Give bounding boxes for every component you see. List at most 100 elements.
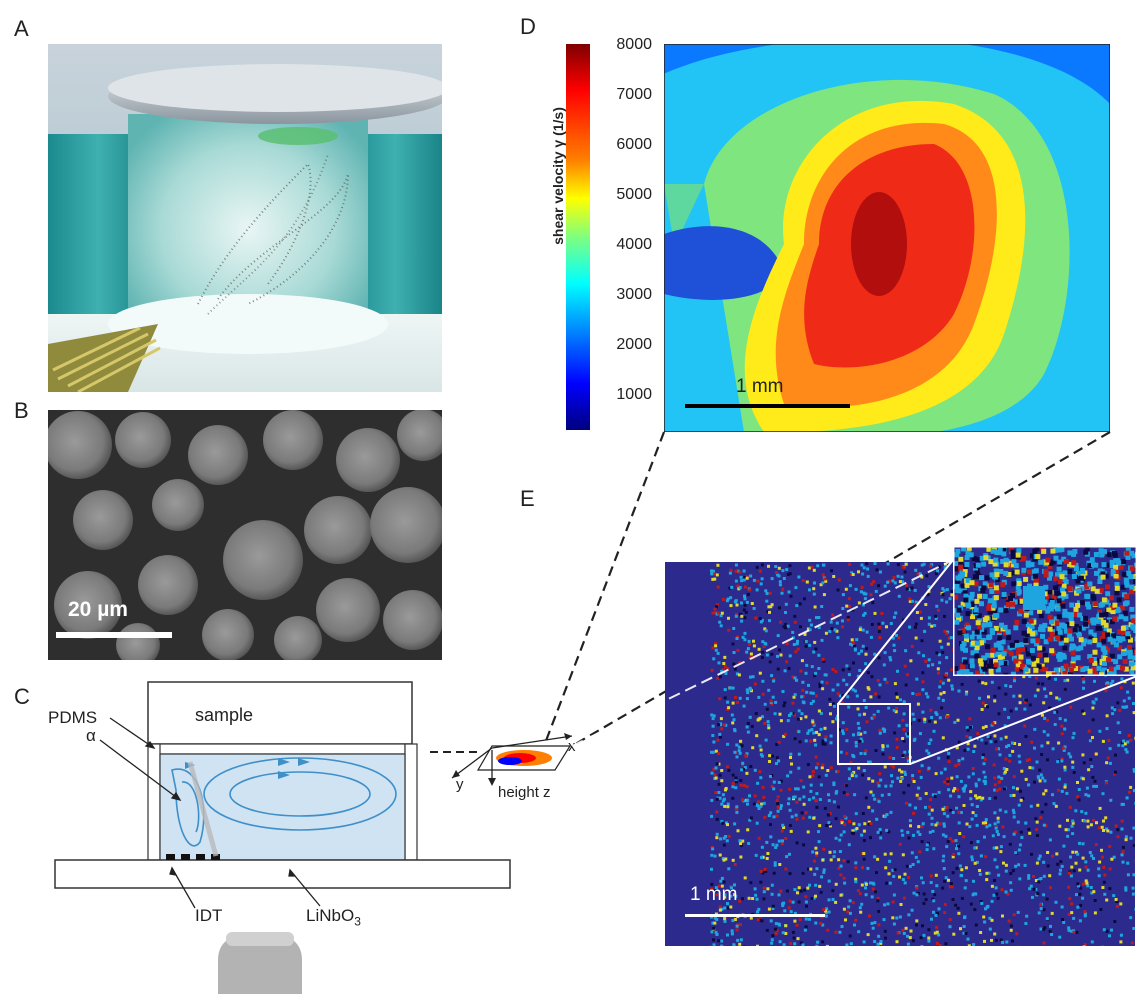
- piv-speck: [935, 925, 939, 929]
- piv-speck: [723, 915, 727, 919]
- piv-speck: [985, 871, 989, 875]
- piv-speck: [821, 563, 825, 567]
- piv-speck: [891, 900, 895, 904]
- piv-speck: [852, 822, 856, 826]
- piv-speck: [856, 674, 860, 678]
- piv-speck: [924, 603, 928, 606]
- piv-speck: [767, 907, 771, 911]
- piv-speck: [953, 720, 957, 724]
- piv-speck: [853, 793, 857, 797]
- piv-inset-speck: [1124, 647, 1130, 653]
- piv-speck: [732, 651, 736, 654]
- piv-speck: [1066, 818, 1069, 822]
- piv-inset-speck: [1124, 582, 1130, 588]
- piv-speck: [814, 846, 818, 850]
- piv-speck: [883, 815, 887, 819]
- piv-speck: [961, 757, 965, 761]
- piv-speck: [1110, 857, 1114, 861]
- piv-speck: [814, 647, 818, 651]
- piv-inset-speck: [1039, 624, 1044, 630]
- piv-speck: [864, 796, 868, 800]
- piv-speck: [999, 845, 1003, 849]
- piv-speck: [711, 847, 715, 851]
- piv-speck: [1109, 830, 1113, 834]
- piv-speck: [733, 728, 737, 732]
- piv-speck: [734, 599, 738, 603]
- piv-speck: [823, 738, 827, 742]
- piv-speck: [1044, 789, 1048, 793]
- piv-speck: [1071, 760, 1075, 764]
- piv-speck: [914, 622, 918, 626]
- piv-speck: [864, 882, 868, 886]
- piv-speck: [1036, 775, 1040, 779]
- piv-inset-speck: [1109, 619, 1115, 625]
- piv-speck: [917, 718, 921, 722]
- piv-speck: [1051, 854, 1055, 858]
- piv-speck: [815, 851, 819, 855]
- piv-speck: [915, 893, 919, 897]
- piv-speck: [778, 580, 782, 584]
- piv-speck: [926, 593, 930, 597]
- piv-inset-speck: [998, 607, 1004, 613]
- piv-speck: [787, 666, 791, 670]
- piv-inset-speck: [1087, 654, 1093, 660]
- piv-speck: [920, 639, 924, 643]
- piv-speck: [869, 822, 873, 826]
- piv-speck: [820, 638, 824, 642]
- piv-inset-speck: [1070, 663, 1076, 669]
- piv-speck: [743, 576, 747, 579]
- piv-speck: [883, 677, 887, 681]
- piv-inset-speck: [1048, 571, 1054, 577]
- piv-speck: [829, 620, 833, 624]
- piv-speck: [804, 715, 808, 719]
- piv-speck: [889, 658, 893, 662]
- piv-inset-speck: [1090, 594, 1096, 599]
- piv-inset-speck: [994, 572, 1000, 578]
- piv-speck: [798, 797, 802, 801]
- piv-inset-speck: [989, 659, 995, 665]
- piv-speck: [910, 908, 914, 912]
- piv-speck: [877, 695, 881, 699]
- piv-speck: [959, 779, 963, 783]
- piv-speck: [860, 739, 864, 743]
- piv-speck: [1113, 708, 1117, 712]
- piv-speck: [899, 779, 903, 783]
- piv-speck: [946, 779, 950, 783]
- piv-speck: [834, 882, 838, 886]
- piv-speck: [854, 744, 858, 748]
- piv-speck: [813, 605, 817, 609]
- piv-speck: [1087, 729, 1091, 733]
- piv-speck: [845, 784, 849, 788]
- piv-speck: [912, 780, 916, 783]
- piv-speck: [918, 732, 922, 736]
- piv-speck: [786, 774, 790, 778]
- piv-speck: [752, 802, 756, 806]
- piv-speck: [911, 580, 915, 584]
- piv-speck: [819, 783, 823, 787]
- piv-speck: [719, 879, 723, 883]
- piv-speck: [910, 644, 914, 648]
- piv-speck: [1011, 749, 1015, 753]
- piv-speck: [981, 681, 985, 685]
- piv-speck: [712, 938, 715, 942]
- piv-inset-speck: [1084, 546, 1090, 552]
- piv-speck: [1108, 934, 1111, 938]
- piv-speck: [808, 815, 812, 819]
- piv-speck: [1017, 848, 1021, 852]
- piv-speck: [789, 910, 793, 914]
- piv-speck: [905, 673, 909, 677]
- piv-speck: [1090, 891, 1094, 895]
- piv-speck: [948, 597, 952, 601]
- piv-speck: [1063, 687, 1067, 691]
- piv-speck: [972, 943, 976, 946]
- piv-inset-speck: [1090, 586, 1096, 592]
- piv-speck: [773, 861, 777, 865]
- piv-speck: [950, 590, 954, 593]
- piv-inset-speck: [1038, 559, 1044, 565]
- piv-inset-speck: [1110, 568, 1116, 574]
- piv-speck: [983, 757, 987, 761]
- piv-speck: [995, 892, 999, 896]
- piv-speck: [1123, 742, 1127, 746]
- piv-speck: [973, 744, 977, 748]
- piv-speck: [712, 572, 716, 576]
